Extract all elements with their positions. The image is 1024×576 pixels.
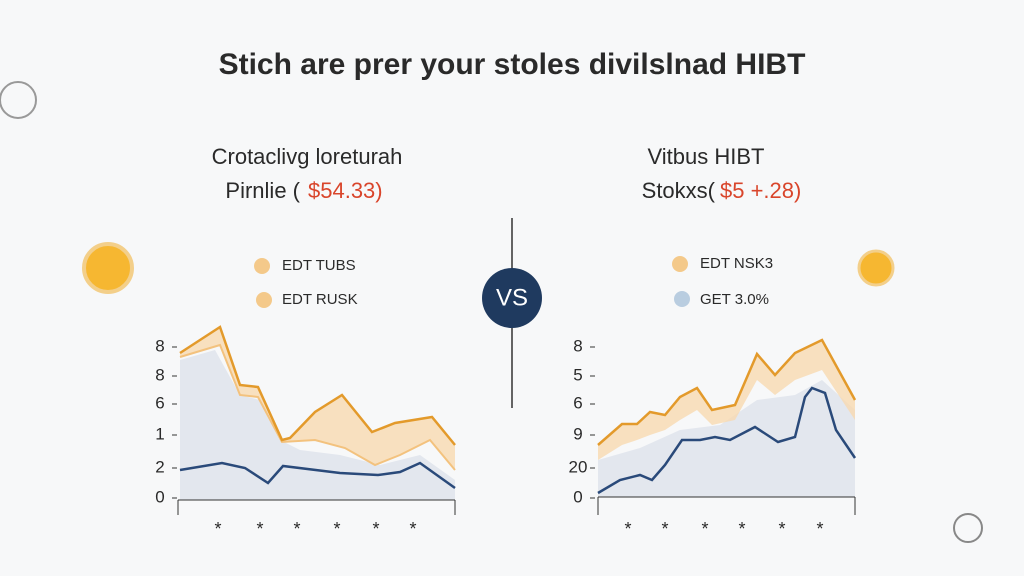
vs-badge [482,268,542,328]
coin-decoration [0,81,983,543]
svg-text:*: * [738,519,745,539]
page-title: Stich are prer your stoles divilslnad HI… [219,48,806,81]
y-label: 8 [573,336,582,355]
y-label: 0 [155,487,164,506]
legend-icon [672,256,688,272]
y-label: 20 [569,457,588,476]
legend-icon [256,292,272,308]
legend-item: EDT NSK3 [700,255,773,272]
legend-item: EDT TUBS [282,257,356,274]
right-illustration [597,338,857,515]
right-label: Stokxs( [642,178,716,203]
svg-text:*: * [333,519,340,539]
legend-item: GET 3.0% [700,291,769,308]
vs-text: VS [496,284,528,311]
y-label: 0 [573,487,582,506]
right-heading: Vitbus HIBT [648,144,765,169]
y-label: 2 [155,457,164,476]
legend-icon [254,258,270,274]
y-label: 1 [155,424,164,443]
svg-text:*: * [293,519,300,539]
svg-text:*: * [372,519,379,539]
y-label: 9 [573,424,582,443]
svg-text:*: * [624,519,631,539]
legend-item: EDT RUSK [282,291,358,308]
left-label: Pirnlie ( [225,178,300,203]
svg-text:*: * [214,519,221,539]
svg-text:*: * [661,519,668,539]
y-label: 8 [155,365,164,384]
y-label: 6 [573,393,582,412]
svg-text:*: * [816,519,823,539]
left-illustration [177,325,456,515]
svg-text:*: * [256,519,263,539]
svg-text:*: * [778,519,785,539]
left-price: $54.33) [308,178,383,203]
svg-text:*: * [409,519,416,539]
y-label: 5 [573,365,582,384]
x-stars: * * * * * * * * * * * * [214,519,823,539]
y-label: 8 [155,336,164,355]
legend-icon [674,291,690,307]
right-price: $5 +.28) [720,178,801,203]
y-label: 6 [155,393,164,412]
left-heading: Crotaclivg loreturah [212,144,403,169]
svg-text:*: * [701,519,708,539]
